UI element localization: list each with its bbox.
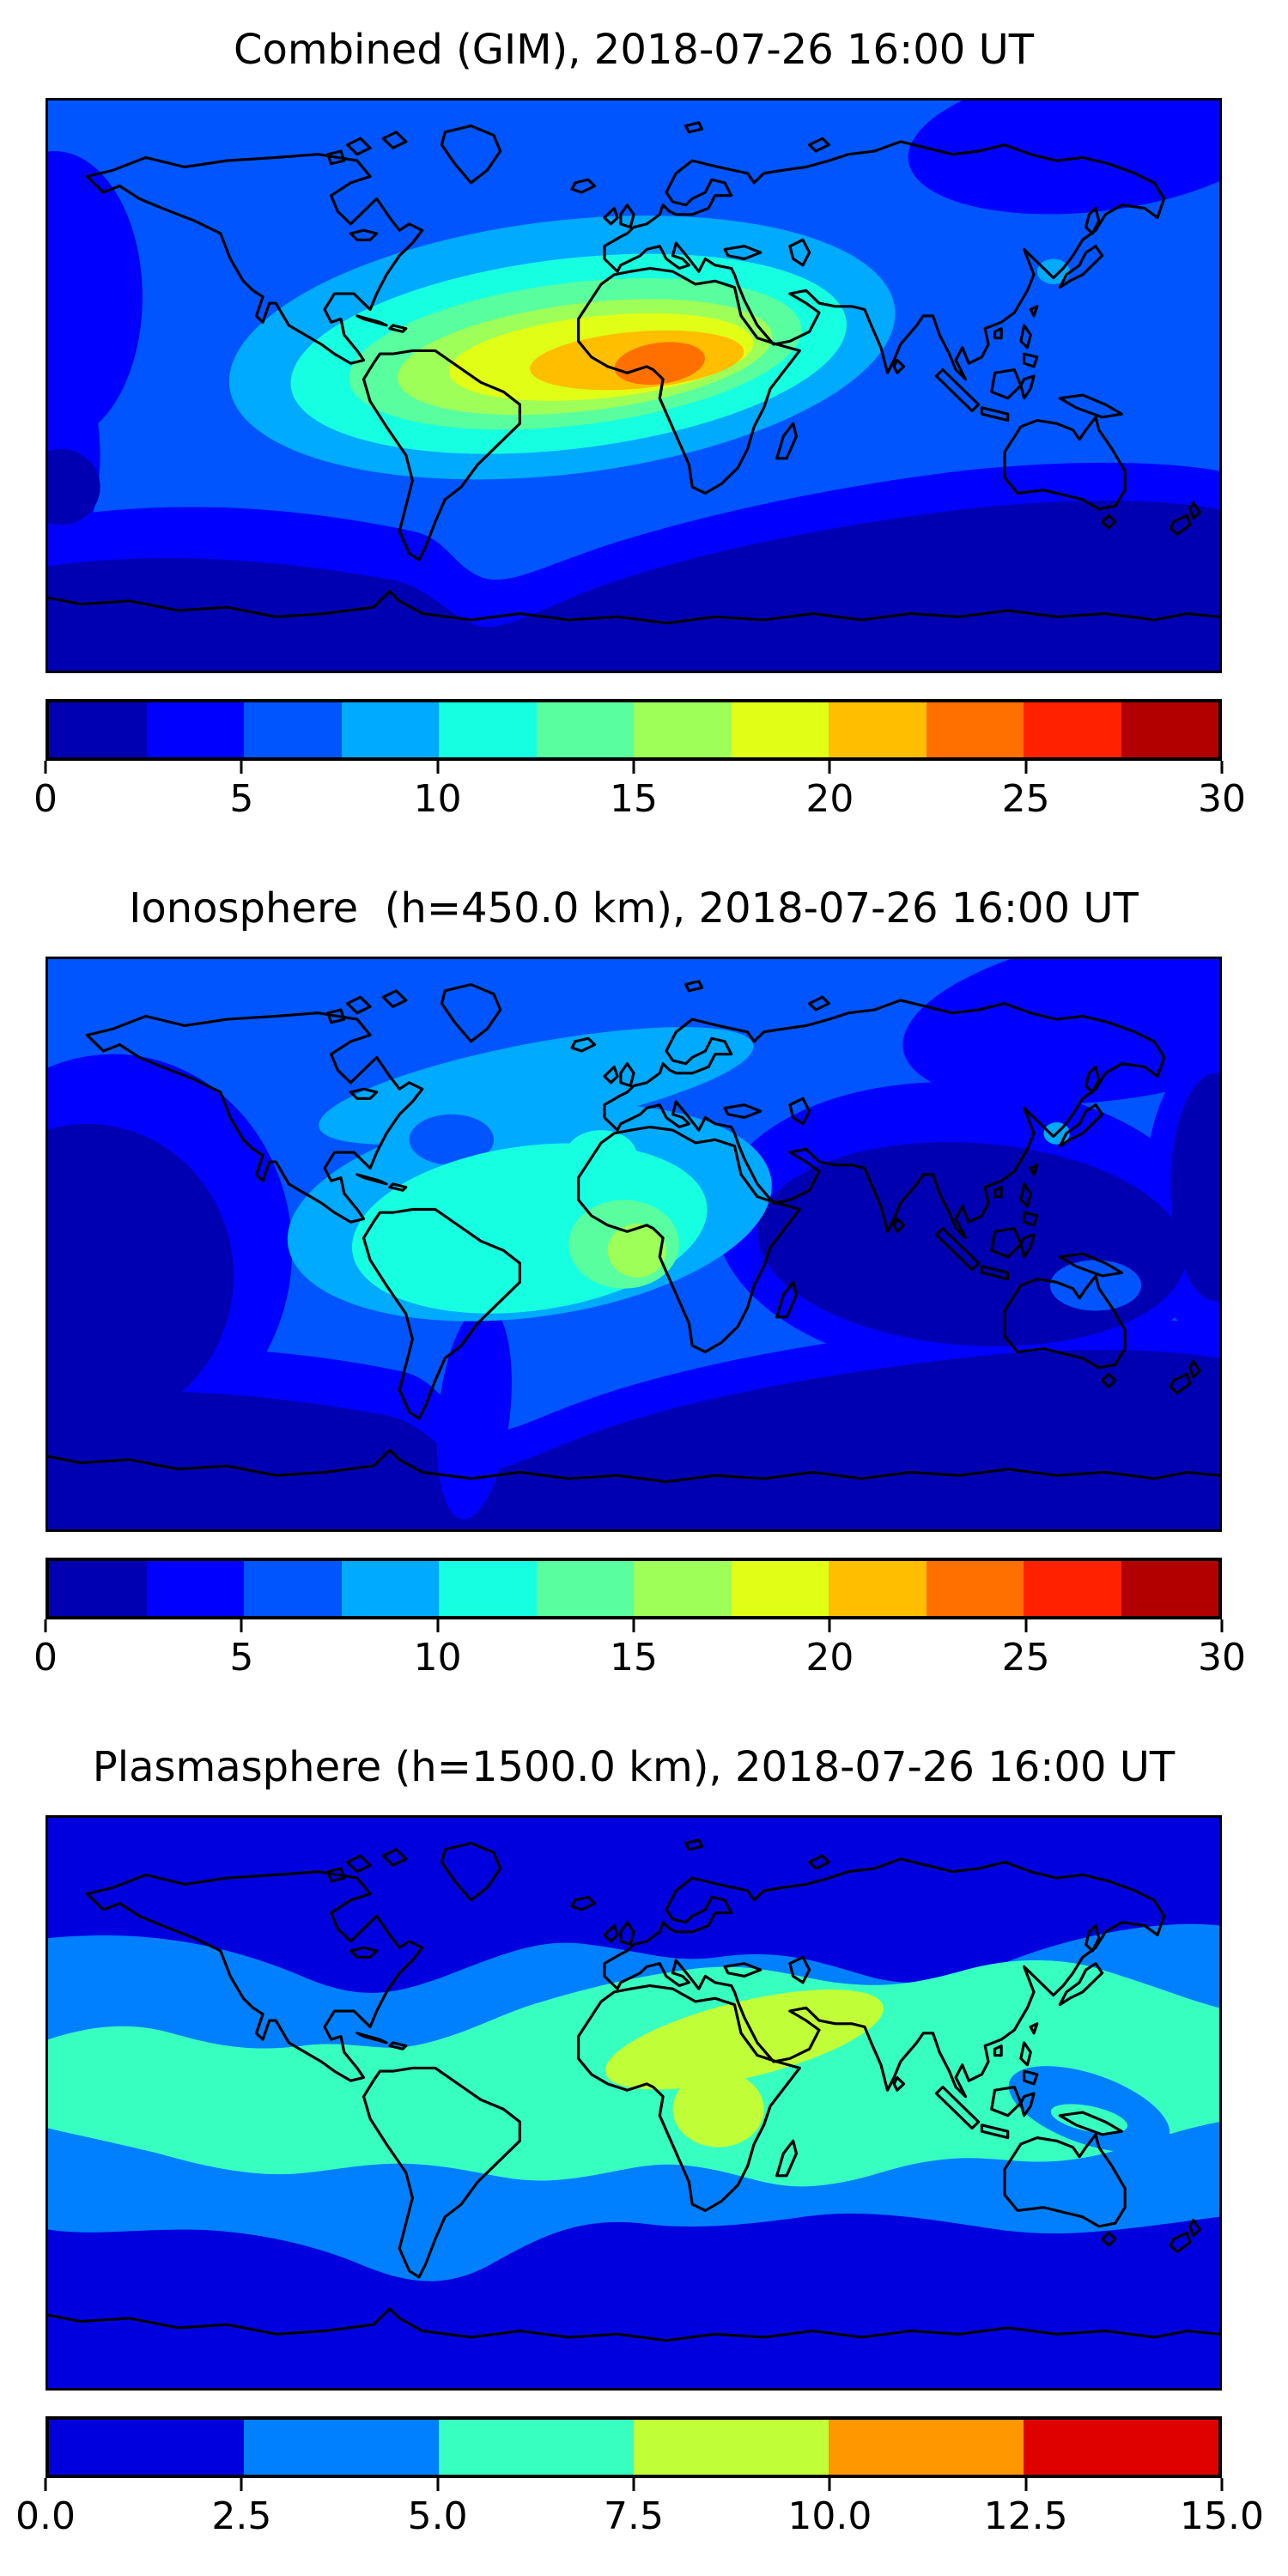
colorbar-segment: [341, 1561, 439, 1616]
colorbar-segment: [829, 702, 927, 757]
colorbar-tick-mark: [44, 2478, 47, 2491]
colorbar-tick-mark: [1024, 2478, 1028, 2491]
colorbar-tick-mark: [240, 1619, 243, 1632]
colorbar-segment: [341, 702, 439, 757]
colorbar-plasmasphere: [46, 2416, 1222, 2478]
colorbar-segment: [536, 702, 634, 757]
colorbar-segment: [536, 1561, 634, 1616]
colorbar-tick-mark: [1220, 1619, 1224, 1632]
colorbar-tick-mark: [240, 761, 243, 774]
map-plasmasphere: [48, 1818, 1219, 2388]
colorbar-tick-mark: [828, 1619, 831, 1632]
colorbar-tick-label: 0.0: [15, 2494, 76, 2538]
colorbar-tick-mark: [828, 2478, 831, 2491]
colorbar-segment: [926, 1561, 1024, 1616]
panel-title: Plasmasphere (h=1500.0 km), 2018-07-26 1…: [92, 1743, 1176, 1791]
colorbar-segment: [1121, 1561, 1218, 1616]
colorbar-ticks-ionosphere: 0 5 10 15 20 25 30: [33, 1619, 1246, 1705]
colorbar-tick-label: 10: [413, 777, 462, 821]
map-frame-plasmasphere: [46, 1815, 1222, 2391]
colorbar-segment: [244, 1561, 342, 1616]
colorbar-tick-label: 10.0: [787, 2494, 872, 2538]
colorbar-combined: [46, 699, 1222, 761]
colorbar-tick-mark: [44, 761, 47, 774]
colorbar-tick-label: 20: [805, 1636, 854, 1680]
colorbar-segment: [146, 1561, 244, 1616]
colorbar-tick-label: 0: [33, 777, 58, 821]
colorbar-segment: [1024, 1561, 1121, 1616]
colorbar-tick-label: 7.5: [604, 2494, 664, 2538]
colorbar-segment: [439, 1561, 537, 1616]
colorbar-tick-label: 15: [610, 1636, 658, 1680]
colorbar-segment: [829, 2420, 1024, 2475]
colorbar-tick-mark: [632, 2478, 635, 2491]
colorbar-segment: [146, 702, 244, 757]
colorbar-tick-mark: [436, 2478, 440, 2491]
colorbar-tick-label: 15.0: [1180, 2494, 1264, 2538]
colorbar-tick-label: 15: [610, 777, 658, 821]
colorbar-segment: [439, 702, 537, 757]
colorbar-tick-mark: [240, 2478, 243, 2491]
colorbar-tick-label: 25: [1001, 777, 1050, 821]
colorbar-tick-label: 30: [1198, 1636, 1246, 1680]
colorbar-ionosphere: [46, 1558, 1222, 1619]
colorbar-tick-label: 5: [229, 777, 254, 821]
colorbar-tick-mark: [44, 1619, 47, 1632]
colorbar-tick-label: 25: [1001, 1636, 1050, 1680]
colorbar-segment: [1121, 702, 1218, 757]
colorbar-tick-label: 20: [805, 777, 854, 821]
colorbar-segment: [926, 702, 1024, 757]
map-frame-ionosphere: [46, 957, 1222, 1532]
colorbar-tick-mark: [1220, 2478, 1224, 2491]
colorbar-segment: [731, 702, 829, 757]
colorbar-segment: [1024, 2420, 1218, 2475]
colorbar-tick-label: 12.5: [983, 2494, 1068, 2538]
map-ionosphere: [48, 959, 1219, 1529]
colorbar-tick-mark: [1220, 761, 1224, 774]
colorbar-tick-mark: [436, 1619, 440, 1632]
colorbar-segment: [634, 1561, 732, 1616]
panel-plasmasphere: Plasmasphere (h=1500.0 km), 2018-07-26 1…: [0, 1717, 1288, 2576]
colorbar-segment: [634, 702, 732, 757]
colorbar-tick-label: 5: [229, 1636, 254, 1680]
panel-title: Combined (GIM), 2018-07-26 16:00 UT: [233, 26, 1035, 74]
colorbar-segment: [634, 2420, 829, 2475]
contour-bands-ionosphere: [48, 959, 1219, 1529]
panel-ionosphere: Ionosphere (h=450.0 km), 2018-07-26 16:0…: [0, 859, 1288, 1717]
panel-combined: Combined (GIM), 2018-07-26 16:00 UT: [0, 0, 1288, 859]
colorbar-tick-mark: [436, 761, 440, 774]
colorbar-tick-label: 0: [33, 1636, 58, 1680]
map-frame-combined: [46, 98, 1222, 673]
colorbar-segment: [439, 2420, 634, 2475]
contour-bands-combined: [48, 100, 1219, 671]
colorbar-tick-label: 30: [1198, 777, 1246, 821]
colorbar-tick-label: 2.5: [211, 2494, 272, 2538]
colorbar-tick-mark: [1024, 761, 1028, 774]
colorbar-tick-mark: [828, 761, 831, 774]
colorbar-tick-label: 10: [413, 1636, 462, 1680]
colorbar-tick-mark: [632, 761, 635, 774]
colorbar-segment: [1024, 702, 1121, 757]
colorbar-segment: [244, 702, 342, 757]
colorbar-segment: [49, 1561, 147, 1616]
colorbar-segment: [731, 1561, 829, 1616]
map-combined: [48, 100, 1219, 671]
colorbar-tick-mark: [632, 1619, 635, 1632]
colorbar-segment: [49, 702, 147, 757]
colorbar-segment: [244, 2420, 439, 2475]
colorbar-segment: [49, 2420, 244, 2475]
colorbar-ticks-plasmasphere: 0.0 2.5 5.0 7.5 10.0 12.5 15.0: [15, 2478, 1264, 2564]
colorbar-tick-label: 5.0: [407, 2494, 468, 2538]
contour-bands-plasmasphere: [48, 1818, 1219, 2388]
panel-title: Ionosphere (h=450.0 km), 2018-07-26 16:0…: [129, 884, 1139, 933]
colorbar-tick-mark: [1024, 1619, 1028, 1632]
colorbar-segment: [829, 1561, 927, 1616]
colorbar-ticks-combined: 0 5 10 15 20 25 30: [33, 761, 1246, 847]
